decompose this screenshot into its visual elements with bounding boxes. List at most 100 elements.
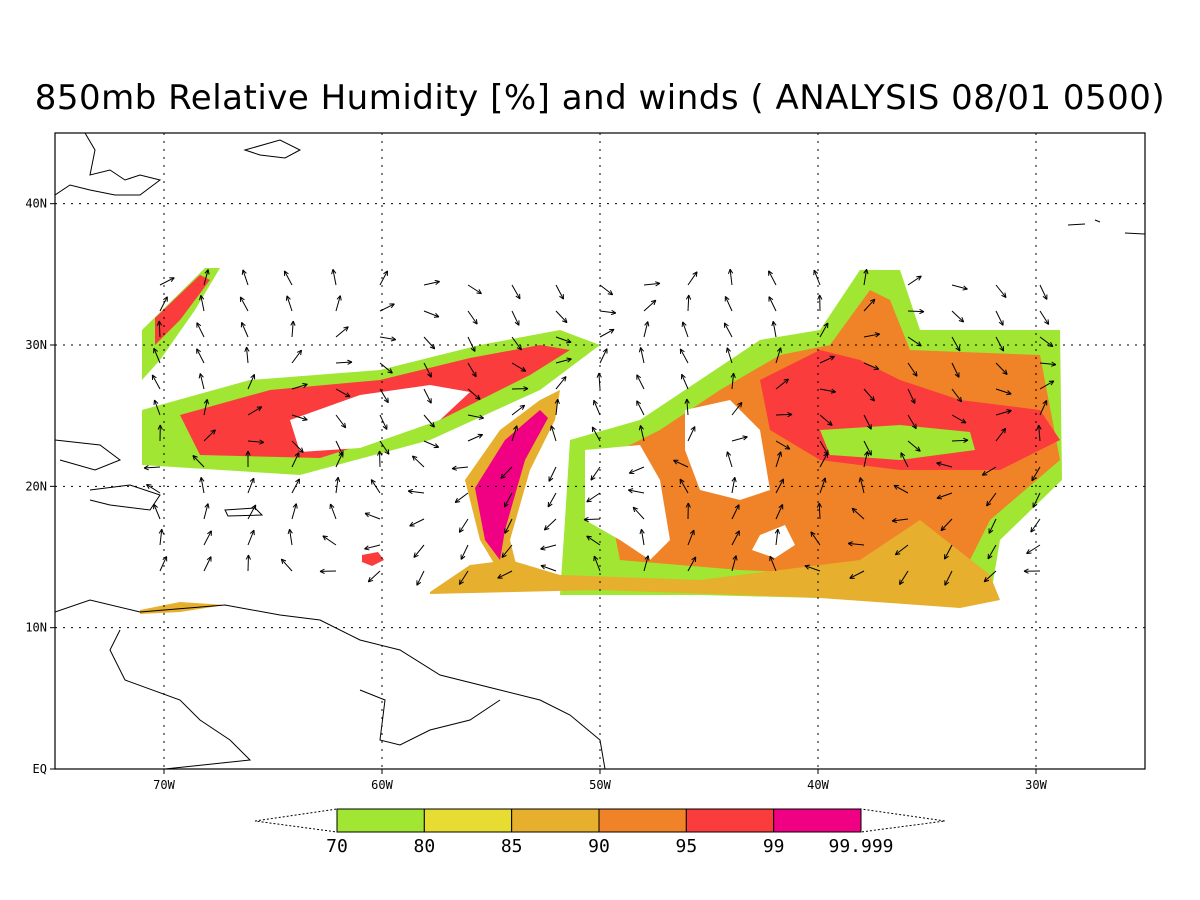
wind-arrow — [951, 437, 969, 444]
wind-arrow — [1039, 361, 1057, 367]
wind-arrow — [467, 362, 477, 378]
colorbar-label: 95 — [675, 836, 697, 857]
wind-arrow — [247, 373, 256, 390]
wind-arrow — [819, 322, 829, 338]
wind-arrow — [995, 336, 1005, 352]
wind-arrow — [245, 554, 251, 572]
wind-arrow — [907, 440, 921, 452]
wind-arrow — [685, 502, 691, 520]
wind-arrow — [1023, 568, 1041, 574]
wind-arrow — [379, 388, 389, 404]
wind-arrow — [586, 535, 601, 546]
wind-arrow — [898, 570, 909, 585]
wind-arrow — [593, 555, 601, 572]
humidity-dry-hole-1 — [290, 385, 470, 452]
wind-arrow — [159, 296, 168, 312]
wind-arrow — [423, 362, 432, 378]
wind-arrow — [511, 336, 522, 351]
wind-arrow — [983, 570, 997, 583]
wind-arrow — [379, 440, 390, 455]
wind-arrow — [680, 373, 689, 390]
wind-arrow — [685, 294, 692, 312]
wind-arrow — [291, 452, 300, 468]
wind-arrow — [863, 332, 881, 338]
wind-arrow — [548, 466, 557, 482]
wind-arrow — [863, 268, 869, 286]
wind-arrow — [1030, 518, 1041, 533]
wind-arrow — [244, 346, 250, 364]
wind-arrow — [687, 426, 696, 442]
wind-arrow — [774, 528, 781, 546]
wind-arrow — [240, 321, 249, 338]
coastlines — [55, 133, 1145, 769]
wind-arrow — [192, 455, 205, 468]
wind-arrow — [599, 309, 617, 316]
wind-arrow — [151, 374, 161, 390]
wind-arrow — [460, 544, 469, 560]
wind-arrow — [851, 507, 865, 520]
wind-arrow — [467, 336, 476, 352]
wind-arrow — [951, 388, 963, 403]
wind-arrow — [241, 269, 249, 286]
wind-arrow — [329, 503, 337, 520]
lat-tick-label: 40N — [25, 197, 47, 211]
wind-arrow — [599, 348, 608, 364]
wind-arrow — [986, 492, 997, 507]
lon-tick-label: 60W — [371, 778, 393, 792]
wind-arrow — [995, 409, 1012, 416]
wind-arrow — [775, 440, 791, 450]
humidity-south-strip — [430, 520, 1000, 608]
wind-arrow — [547, 492, 557, 508]
wind-arrow — [364, 544, 381, 551]
wind-arrow — [423, 279, 440, 286]
wind-arrow — [247, 477, 255, 494]
longitude-labels: 70W 60W 50W 40W 30W — [153, 769, 1048, 792]
wind-arrow — [819, 355, 835, 364]
wind-arrow — [503, 492, 513, 508]
wind-arrow — [1039, 380, 1055, 390]
wind-arrow — [847, 541, 865, 547]
wind-arrow — [287, 528, 293, 546]
wind-arrow — [555, 310, 568, 324]
wind-arrow — [775, 478, 785, 494]
wind-arrow — [995, 310, 1004, 326]
wind-arrow — [451, 465, 469, 471]
humidity-dry-hole-4 — [752, 525, 795, 558]
wind-arrow — [995, 362, 1008, 375]
colorbar-label: 85 — [501, 836, 523, 857]
coastline-nova-scotia — [243, 139, 302, 159]
wind-arrow — [377, 450, 383, 468]
colorbar-swatch — [773, 808, 862, 833]
wind-arrow — [379, 270, 389, 286]
lon-tick-label: 30W — [1025, 778, 1047, 792]
wind-arrow — [423, 310, 440, 318]
humidity-field — [140, 268, 1062, 614]
wind-arrow — [643, 299, 657, 312]
wind-arrow — [335, 326, 349, 338]
wind-arrow — [159, 277, 175, 286]
wind-arrow — [203, 399, 209, 416]
wind-arrow — [511, 425, 519, 442]
wind-arrow — [775, 504, 784, 520]
wind-arrow — [158, 528, 164, 546]
wind-arrow — [467, 433, 484, 442]
wind-arrow — [863, 388, 876, 402]
wind-arrow — [775, 347, 782, 364]
wind-arrow — [423, 388, 432, 404]
wind-arrow — [367, 570, 381, 583]
wind-arrow — [335, 295, 342, 312]
wind-arrow — [590, 466, 601, 481]
wind-arrow — [203, 269, 210, 286]
wind-arrow — [153, 503, 161, 520]
wind-arrow — [907, 362, 918, 377]
wind-arrow — [1039, 336, 1054, 348]
colorbar-swatch — [423, 808, 513, 833]
wind-arrow — [511, 362, 527, 372]
wind-arrow — [364, 512, 381, 520]
wind-arrow — [322, 535, 337, 546]
wind-arrow — [203, 503, 210, 520]
wind-arrow — [146, 483, 161, 494]
wind-arrow — [627, 488, 645, 494]
colorbar-right-extension — [860, 808, 946, 833]
